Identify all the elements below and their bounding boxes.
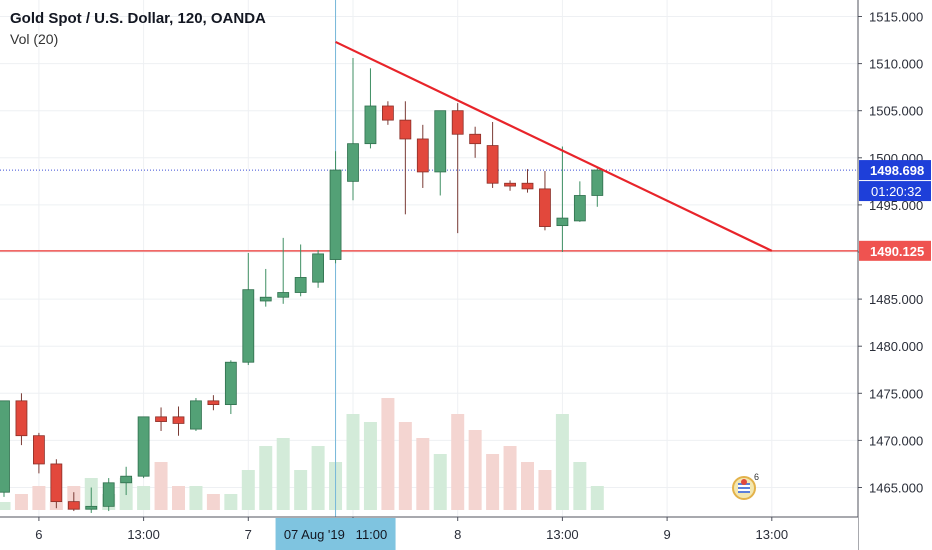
time-highlight-label: 07 Aug '19 11:00 [284, 527, 387, 542]
candle-body [556, 217, 569, 227]
candle-body [242, 289, 255, 363]
time-highlight-badge [275, 518, 396, 550]
candle-body [312, 253, 325, 283]
support-price-label: 1490.125 [870, 244, 924, 259]
candle-body [190, 400, 202, 430]
candle-body [573, 195, 586, 222]
volume-bar [451, 414, 465, 510]
candle-body [294, 277, 307, 293]
symbol-title: Gold Spot / U.S. Dollar, 120, OANDA [10, 10, 266, 27]
price-tick-label: 1515.000 [869, 10, 923, 25]
time-tick-label: 13:00 [127, 527, 160, 542]
candle-body [120, 475, 133, 484]
price-tick-label: 1495.000 [869, 198, 923, 213]
trend-line [335, 40, 773, 252]
svg-text:6: 6 [754, 472, 759, 482]
volume-bar [32, 486, 46, 510]
candle-body [50, 463, 63, 503]
candle-body [469, 133, 482, 145]
volume-bar [346, 414, 360, 510]
candle-body [15, 400, 28, 437]
volume-bar [433, 454, 447, 510]
volume-bar [311, 446, 325, 510]
candle-body [277, 292, 290, 298]
volume-bar [573, 462, 587, 510]
volume-bar [538, 470, 552, 510]
volume-bar [14, 494, 28, 510]
candle-body [259, 296, 272, 302]
candle-body [486, 145, 499, 184]
candle-body [329, 169, 342, 260]
time-tick-label: 8 [454, 527, 461, 542]
volume-bar [468, 430, 482, 510]
volume-bar [0, 502, 11, 510]
volume-bar [416, 438, 430, 510]
candle-body [434, 110, 447, 173]
volume-bar [137, 486, 151, 510]
volume-bar [172, 486, 185, 510]
volume-bar [241, 470, 255, 510]
candle-body [102, 482, 115, 507]
time-tick-label: 13:00 [756, 527, 789, 542]
candle-body [33, 435, 45, 465]
candle-body [451, 110, 464, 135]
candle-body [416, 138, 429, 173]
candle-body [137, 416, 150, 477]
countdown-label: 01:20:32 [871, 184, 922, 199]
price-axis-background [858, 0, 932, 550]
candle-body [224, 361, 237, 406]
volume-bar [276, 438, 290, 510]
time-tick-label: 7 [245, 527, 252, 542]
support-price-badge [859, 240, 931, 261]
volume-bar [521, 462, 534, 510]
candle-body [207, 400, 220, 406]
price-tick-label: 1465.000 [869, 481, 923, 496]
countdown-badge [859, 181, 931, 202]
volume-bar [590, 486, 604, 510]
price-tick-label: 1470.000 [869, 433, 923, 448]
candle-body [347, 143, 359, 182]
candle-body [155, 416, 167, 422]
candle-body [591, 169, 604, 196]
volume-bar [486, 454, 500, 510]
candle-body [85, 505, 98, 510]
volume-bar [206, 494, 220, 510]
last-price-badge [859, 160, 931, 181]
chart-legend: Gold Spot / U.S. Dollar, 120, OANDA Vol … [10, 9, 266, 49]
time-tick-label: 6 [35, 527, 42, 542]
candle-body [67, 501, 80, 510]
candle-body [0, 400, 10, 493]
price-tick-label: 1510.000 [869, 57, 923, 72]
volume-bar [398, 422, 412, 510]
price-tick-label: 1485.000 [869, 292, 923, 307]
volume-bar [381, 398, 395, 510]
volume-bar [555, 414, 569, 510]
volume-bar [189, 486, 203, 510]
volume-bar [259, 446, 273, 510]
volume-bar [363, 422, 377, 510]
candle-body [399, 119, 412, 140]
candle-body [504, 182, 516, 187]
watermark-logo-icon: 6 [732, 472, 759, 500]
candle-body [172, 416, 185, 424]
price-tick-label: 1505.000 [869, 104, 923, 119]
candle-body [539, 188, 551, 227]
candle-body [364, 105, 377, 145]
time-axis-background [0, 517, 858, 550]
volume-bar [224, 494, 238, 510]
candle-body [381, 105, 394, 121]
volume-bar [294, 470, 308, 510]
volume-indicator-label: Vol (20) [10, 31, 59, 47]
last-price-label: 1498.698 [870, 163, 924, 178]
volume-bar [154, 462, 168, 510]
time-tick-label: 13:00 [546, 527, 579, 542]
price-tick-label: 1480.000 [869, 339, 923, 354]
time-tick-label: 9 [663, 527, 670, 542]
candle-body [521, 182, 534, 190]
price-tick-label: 1475.000 [869, 386, 923, 401]
volume-bar [503, 446, 517, 510]
